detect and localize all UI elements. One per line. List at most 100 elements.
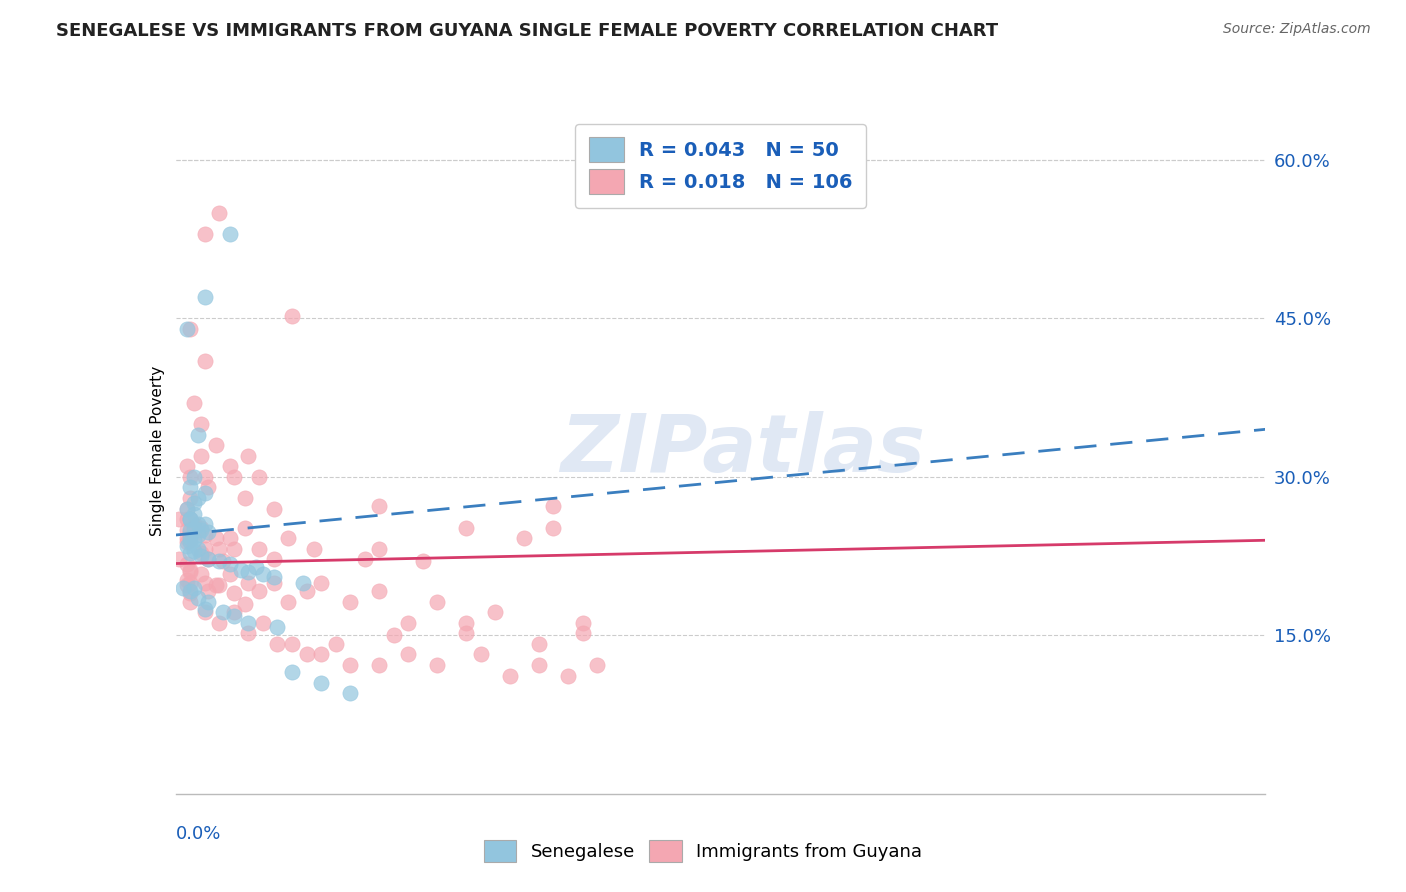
Point <box>179 480 201 494</box>
Point <box>219 459 242 474</box>
Point <box>179 563 201 577</box>
Point <box>190 546 212 560</box>
Point <box>190 417 212 431</box>
Point <box>222 470 245 484</box>
Point <box>396 648 419 662</box>
Point <box>176 501 198 516</box>
Point <box>179 524 201 539</box>
Point <box>194 470 217 484</box>
Point <box>179 586 201 600</box>
Point <box>325 637 347 651</box>
Point <box>186 528 209 542</box>
Point <box>194 575 217 590</box>
Point <box>194 541 217 556</box>
Point <box>252 615 274 630</box>
Point <box>277 594 299 608</box>
Point <box>197 594 219 608</box>
Point <box>222 609 245 624</box>
Point <box>197 552 219 566</box>
Point <box>219 567 242 582</box>
Point <box>309 575 332 590</box>
Point <box>277 531 299 545</box>
Point <box>339 594 361 608</box>
Point <box>238 626 260 640</box>
Point <box>219 557 242 571</box>
Point <box>295 648 318 662</box>
Point <box>339 657 361 672</box>
Point <box>513 531 536 545</box>
Point <box>176 557 198 571</box>
Point <box>183 496 205 510</box>
Point <box>179 533 201 548</box>
Text: Source: ZipAtlas.com: Source: ZipAtlas.com <box>1223 22 1371 37</box>
Point <box>172 581 194 595</box>
Point <box>281 637 304 651</box>
Point <box>412 554 434 568</box>
Point <box>186 517 209 532</box>
Point <box>194 485 217 500</box>
Point <box>208 615 231 630</box>
Point <box>233 520 256 534</box>
Point <box>194 290 217 304</box>
Point <box>186 591 209 606</box>
Point <box>233 491 256 505</box>
Point <box>176 501 198 516</box>
Point <box>543 500 565 514</box>
Point <box>183 517 205 532</box>
Point <box>263 501 285 516</box>
Point <box>197 584 219 599</box>
Point <box>186 491 209 505</box>
Point <box>571 615 593 630</box>
Point <box>470 648 492 662</box>
Point <box>309 676 332 690</box>
Point <box>263 552 285 566</box>
Point <box>231 563 253 577</box>
Point <box>527 657 550 672</box>
Point <box>263 575 285 590</box>
Point <box>194 517 217 532</box>
Point <box>281 310 304 324</box>
Point <box>179 546 201 560</box>
Point <box>179 565 201 579</box>
Point <box>212 554 235 568</box>
Point <box>426 594 449 608</box>
Y-axis label: Single Female Poverty: Single Female Poverty <box>149 366 165 535</box>
Point <box>176 459 198 474</box>
Point <box>179 531 201 545</box>
Point <box>456 626 478 640</box>
Point <box>382 628 405 642</box>
Point <box>263 570 285 584</box>
Point <box>208 554 231 568</box>
Point <box>245 559 267 574</box>
Point <box>190 567 212 582</box>
Point <box>183 533 205 548</box>
Point <box>183 520 205 534</box>
Legend: R = 0.043   N = 50, R = 0.018   N = 106: R = 0.043 N = 50, R = 0.018 N = 106 <box>575 124 866 208</box>
Point <box>281 665 304 680</box>
Point <box>238 575 260 590</box>
Point <box>194 528 217 542</box>
Text: ZIPatlas: ZIPatlas <box>560 411 925 490</box>
Point <box>179 322 201 336</box>
Text: 0.0%: 0.0% <box>176 825 221 843</box>
Point <box>571 626 593 640</box>
Point <box>179 523 201 537</box>
Point <box>238 449 260 463</box>
Point <box>183 396 205 410</box>
Point <box>484 605 506 619</box>
Point <box>295 584 318 599</box>
Point <box>179 512 201 526</box>
Point <box>169 552 191 566</box>
Point <box>176 574 198 588</box>
Point <box>208 205 231 219</box>
Point <box>208 541 231 556</box>
Point <box>204 438 226 452</box>
Point <box>179 535 201 549</box>
Point <box>368 541 391 556</box>
Point <box>233 597 256 611</box>
Point <box>183 544 205 558</box>
Point <box>176 512 198 526</box>
Point <box>557 668 579 682</box>
Point <box>183 470 205 484</box>
Point <box>396 615 419 630</box>
